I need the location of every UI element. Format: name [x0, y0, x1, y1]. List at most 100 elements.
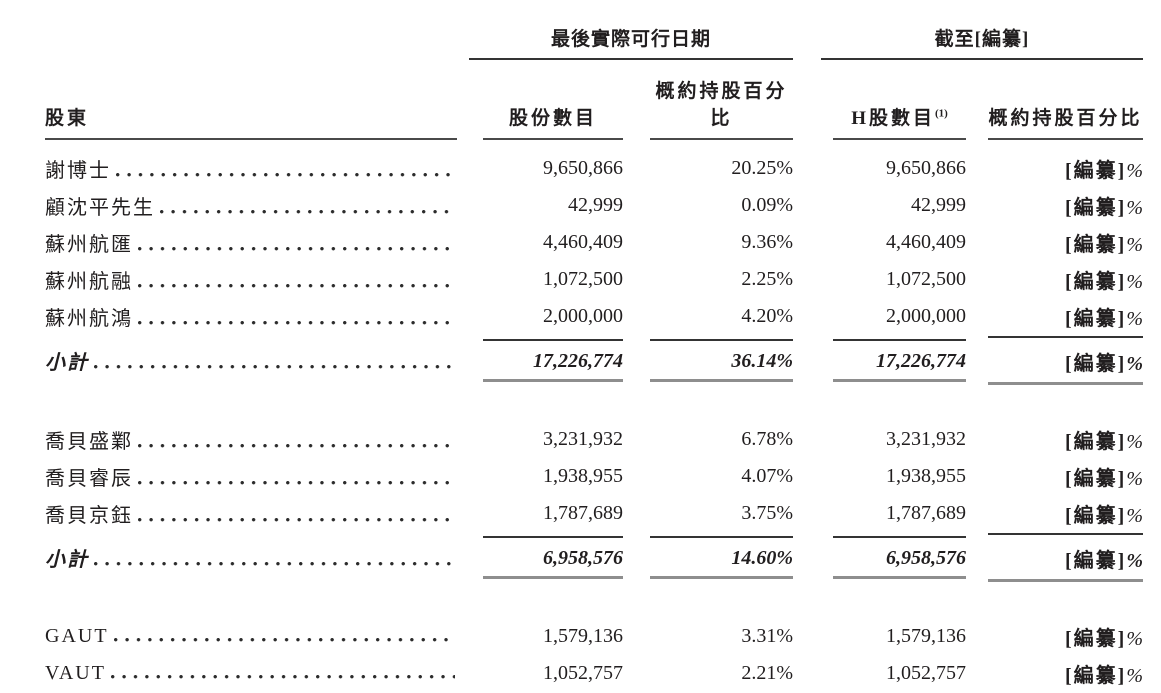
dot-leader: [138, 284, 455, 288]
h-pct-value: [編纂]%: [988, 302, 1143, 331]
dot-leader: [138, 247, 455, 251]
shareholder-name-cell: 蘇州航匯: [45, 228, 483, 257]
shareholder-name-cell: 謝博士: [45, 154, 483, 183]
pct-value: 3.75%: [741, 502, 793, 524]
h-shares-value: 2,000,000: [886, 305, 966, 327]
subtotal-row: 小計 6,958,576 14.60% 6,958,576 [編纂]%: [45, 533, 1143, 582]
pct-value: 2.25%: [741, 268, 793, 290]
dot-leader: [160, 210, 455, 214]
redacted-value: [編纂]: [1065, 468, 1127, 490]
redacted-value: [編纂]: [1065, 271, 1127, 293]
h-pct-value: [編纂]%: [988, 499, 1143, 528]
redacted-value: [編纂]: [1065, 197, 1127, 219]
shareholder-name-cell: 喬貝京鈺: [45, 499, 483, 528]
h-pct-value: [編纂]%: [988, 265, 1143, 294]
shareholder-name-cell: GAUT: [45, 625, 483, 648]
shares-value: 1,787,689: [543, 502, 623, 524]
shares-value: 9,650,866: [543, 157, 623, 179]
shareholder-name: 蘇州航鴻: [45, 308, 133, 330]
group-header-as-at-redacted: 截至[編纂]: [821, 24, 1143, 60]
h-shares-value: 1,052,757: [886, 662, 966, 684]
dot-leader: [138, 444, 455, 448]
group-header-latest-practicable-date: 最後實際可行日期: [469, 24, 793, 60]
pct-value: 20.25%: [731, 157, 793, 179]
dot-leader: [138, 518, 455, 522]
shareholder-name-cell: 蘇州航鴻: [45, 302, 483, 331]
dot-leader: [138, 321, 455, 325]
shareholder-group: 喬貝盛鄴 3,231,932 6.78% 3,231,932 [編纂]% 喬貝睿辰 1,93…: [45, 421, 1143, 582]
shareholder-name: 喬貝睿辰: [45, 468, 133, 490]
shareholder-group: 謝博士 9,650,866 20.25% 9,650,866 [編纂]% 顧沈平先生 42,…: [45, 150, 1143, 385]
redacted-value: [編纂]: [1065, 628, 1127, 650]
shares-value: 6,958,576: [483, 536, 623, 579]
h-shares-value: 3,231,932: [886, 428, 966, 450]
percent-sign: %: [1126, 505, 1143, 527]
h-pct-value: [編纂]%: [988, 154, 1143, 183]
h-pct-value: [編纂]%: [988, 228, 1143, 257]
footnote-superscript: (1): [934, 107, 948, 120]
shares-value: 17,226,774: [483, 339, 623, 382]
redacted-value: [編纂]: [1065, 550, 1127, 572]
column-header-h-shares: H股數目(1): [833, 103, 966, 140]
shareholder-name: 蘇州航融: [45, 271, 133, 293]
percent-sign: %: [1126, 468, 1143, 490]
dot-leader: [94, 562, 455, 566]
shareholder-name: 顧沈平先生: [45, 197, 155, 219]
dot-leader: [113, 638, 455, 642]
redacted-value: [編纂]: [1065, 353, 1127, 375]
h-shares-value: 1,579,136: [886, 625, 966, 647]
h-shares-value: 1,787,689: [886, 502, 966, 524]
h-pct-value: [編纂]%: [988, 659, 1143, 688]
shareholder-name: 蘇州航匯: [45, 234, 133, 256]
h-pct-value: [編纂]%: [988, 336, 1143, 385]
percent-sign: %: [1126, 160, 1143, 182]
shareholder-name-cell: 小計: [45, 543, 483, 572]
percent-sign: %: [1126, 665, 1143, 687]
column-header-approx-pct: 概約持股百分比: [650, 76, 793, 140]
dot-leader: [110, 675, 455, 679]
pct-value: 6.78%: [741, 428, 793, 450]
column-header-shares: 股份數目: [483, 103, 623, 140]
shares-value: 1,579,136: [543, 625, 623, 647]
h-shares-value: 1,072,500: [886, 268, 966, 290]
shareholder-name: 小計: [45, 352, 89, 374]
h-shares-value: 1,938,955: [886, 465, 966, 487]
table-row: 顧沈平先生 42,999 0.09% 42,999 [編纂]%: [45, 187, 1143, 224]
dot-leader: [116, 173, 455, 177]
h-pct-value: [編纂]%: [988, 533, 1143, 582]
shares-value: 3,231,932: [543, 428, 623, 450]
pct-value: 3.31%: [741, 625, 793, 647]
redacted-value: [編纂]: [1065, 665, 1127, 687]
percent-sign: %: [1126, 234, 1143, 256]
shareholder-name: 喬貝盛鄴: [45, 431, 133, 453]
h-pct-value: [編纂]%: [988, 622, 1143, 651]
h-shares-value: 4,460,409: [886, 231, 966, 253]
percent-sign: %: [1126, 353, 1143, 375]
shares-value: 42,999: [568, 194, 623, 216]
column-header-shareholder-label: 股東: [45, 103, 457, 140]
table-row: GAUT 1,579,136 3.31% 1,579,136 [編纂]%: [45, 618, 1143, 655]
table-row: 喬貝盛鄴 3,231,932 6.78% 3,231,932 [編纂]%: [45, 421, 1143, 458]
shareholder-name: 謝博士: [45, 160, 111, 182]
pct-value: 2.21%: [741, 662, 793, 684]
percent-sign: %: [1126, 271, 1143, 293]
redacted-value: [編纂]: [1065, 234, 1127, 256]
shares-value: 4,460,409: [543, 231, 623, 253]
percent-sign: %: [1126, 550, 1143, 572]
table-row: 蘇州航融 1,072,500 2.25% 1,072,500 [編纂]%: [45, 261, 1143, 298]
shares-value: 2,000,000: [543, 305, 623, 327]
table-row: VAUT 1,052,757 2.21% 1,052,757 [編纂]%: [45, 655, 1143, 692]
shareholder-name: 喬貝京鈺: [45, 505, 133, 527]
table-column-header-row: 股東 股份數目 概約持股百分比 H股數目(1) 概約持股百分比: [45, 76, 1143, 140]
h-shares-value: 42,999: [911, 194, 966, 216]
pct-value: 14.60%: [650, 536, 793, 579]
table-group-header-row: 最後實際可行日期 截至[編纂]: [45, 20, 1143, 60]
dot-leader: [138, 481, 455, 485]
table-row: 蘇州航匯 4,460,409 9.36% 4,460,409 [編纂]%: [45, 224, 1143, 261]
percent-sign: %: [1126, 308, 1143, 330]
redacted-value: [編纂]: [1065, 160, 1127, 182]
redacted-value: [編纂]: [1065, 308, 1127, 330]
table-row: 蘇州航鴻 2,000,000 4.20% 2,000,000 [編纂]%: [45, 298, 1143, 335]
shareholder-name-cell: 喬貝盛鄴: [45, 425, 483, 454]
